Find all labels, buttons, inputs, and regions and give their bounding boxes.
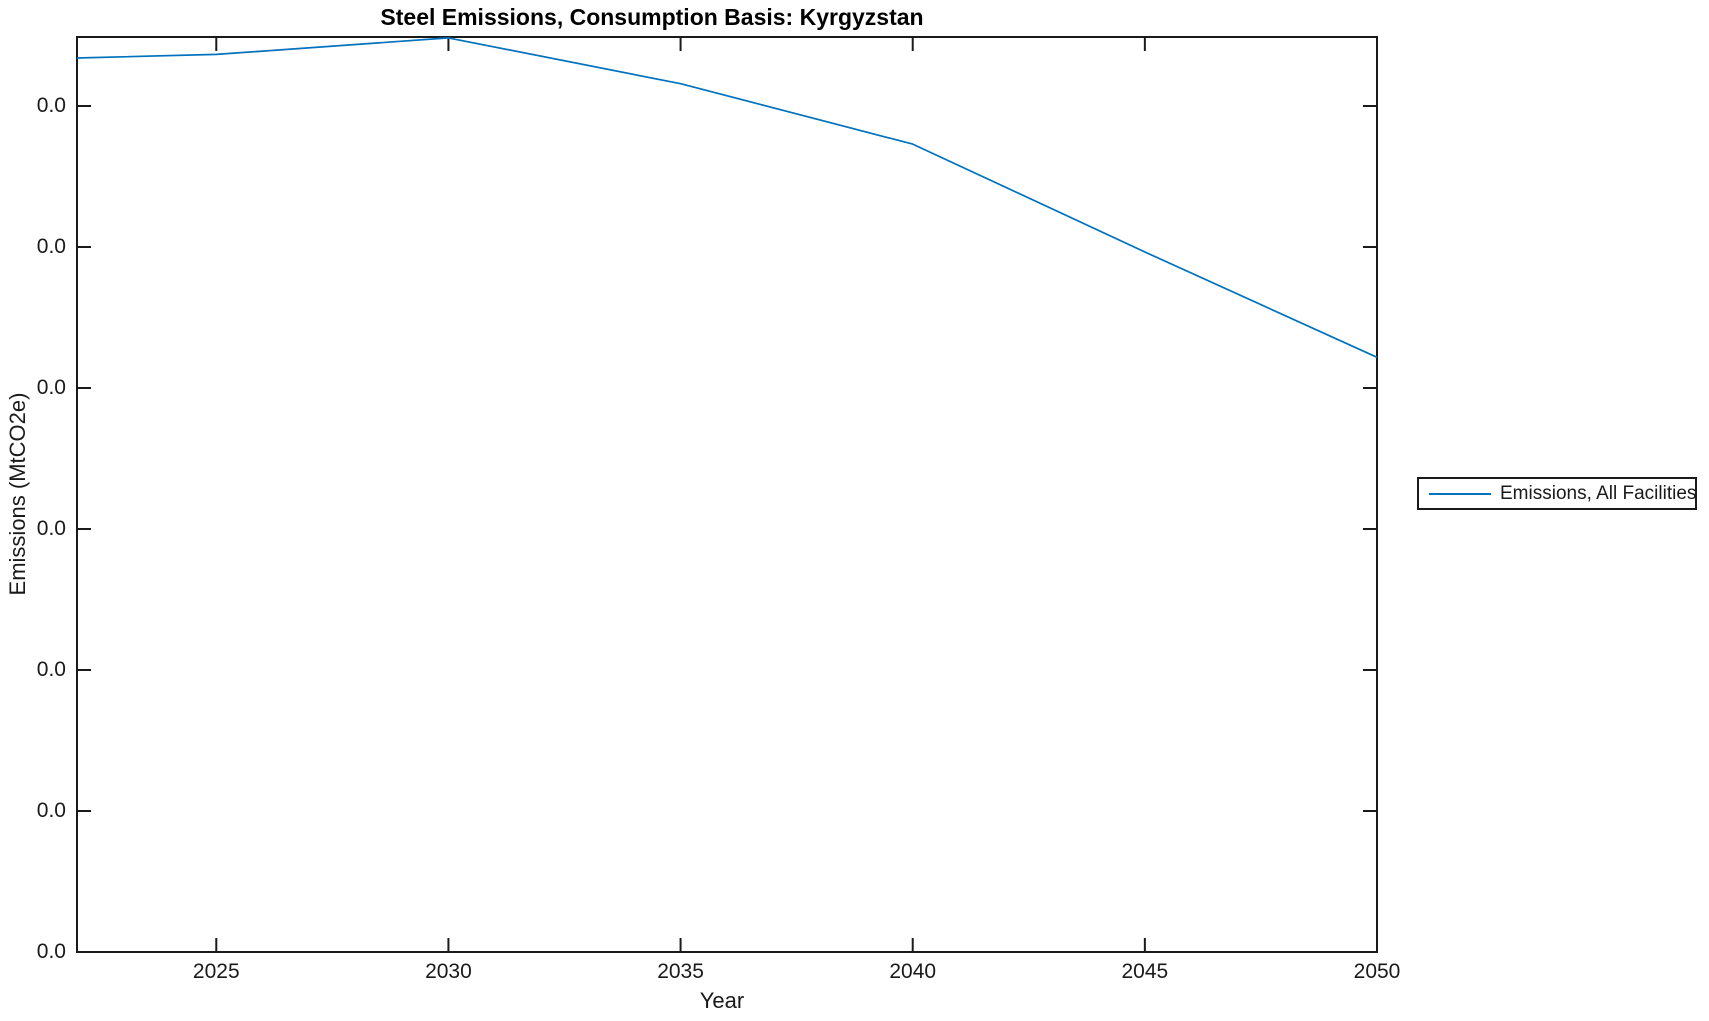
- x-tick-label: 2050: [1353, 960, 1401, 983]
- chart-title: Steel Emissions, Consumption Basis: Kyrg…: [380, 4, 924, 30]
- axes-box: [76, 36, 1378, 953]
- emissions-line-series: [76, 37, 1378, 359]
- y-tick-label: 0.0: [36, 234, 66, 258]
- y-tick-label: 0.0: [36, 940, 66, 963]
- x-axis-label: Year: [699, 988, 745, 1013]
- legend-line-sample-icon: [1429, 492, 1491, 495]
- y-tick-label: 0.0: [36, 93, 66, 117]
- x-tick-label: 2025: [192, 960, 240, 983]
- x-tick-label: 2045: [1121, 960, 1169, 983]
- y-tick-label: 0.0: [36, 798, 66, 822]
- y-tick-label: 0.0: [36, 375, 66, 399]
- x-tick-label: 2040: [889, 960, 937, 983]
- y-tick-label: 0.0: [36, 516, 66, 540]
- y-axis-label: Emissions (MtCO2e): [5, 392, 30, 596]
- legend-box: Emissions, All Facilities: [1417, 477, 1697, 510]
- legend-entry-label: Emissions, All Facilities: [1500, 482, 1697, 504]
- x-tick-label: 2035: [657, 960, 704, 983]
- x-tick-label: 2030: [425, 960, 472, 983]
- y-tick-label: 0.0: [36, 657, 66, 681]
